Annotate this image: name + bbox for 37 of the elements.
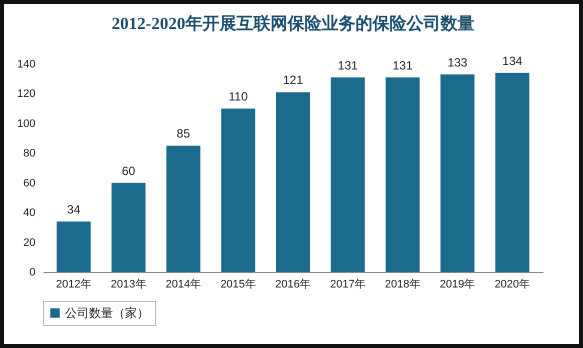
x-tick-label: 2015年 — [220, 278, 256, 290]
x-tick-label: 2018年 — [384, 278, 420, 290]
x-tick-label: 2014年 — [166, 278, 202, 290]
bar — [221, 108, 256, 272]
y-tick-label: 120 — [17, 88, 36, 100]
bar — [495, 72, 530, 272]
data-label: 131 — [338, 58, 358, 72]
x-tick-label: 2012年 — [56, 278, 92, 290]
legend-label: 公司数量（家） — [65, 306, 149, 320]
x-tick-label: 2013年 — [110, 278, 146, 290]
bar — [56, 221, 91, 272]
x-tick-label: 2019年 — [440, 278, 476, 290]
bar — [166, 146, 200, 272]
data-label: 60 — [122, 164, 136, 178]
bar — [440, 74, 474, 272]
y-tick-label: 140 — [17, 58, 36, 70]
x-tick-label: 2020年 — [494, 278, 530, 290]
data-label: 85 — [176, 126, 190, 141]
chart-title: 2012-2020年开展互联网保险业务的保险公司数量 — [112, 14, 474, 33]
data-label: 110 — [228, 90, 248, 104]
bar — [330, 77, 365, 272]
bar — [112, 182, 146, 272]
data-label: 121 — [282, 73, 304, 88]
x-tick-label: 2017年 — [330, 278, 366, 290]
x-tick-label: 2016年 — [275, 278, 311, 290]
y-tick-label: 100 — [17, 118, 36, 130]
data-label: 133 — [447, 55, 468, 70]
data-label: 34 — [67, 202, 81, 216]
y-tick-label: 40 — [23, 207, 36, 220]
data-label: 134 — [502, 54, 523, 68]
y-tick-label: 60 — [23, 177, 36, 190]
y-tick-label: 0 — [29, 266, 36, 278]
bar — [276, 92, 310, 272]
bar — [386, 77, 420, 272]
y-tick-label: 20 — [23, 236, 36, 249]
y-tick-label: 80 — [23, 148, 36, 160]
data-label: 131 — [392, 58, 413, 72]
